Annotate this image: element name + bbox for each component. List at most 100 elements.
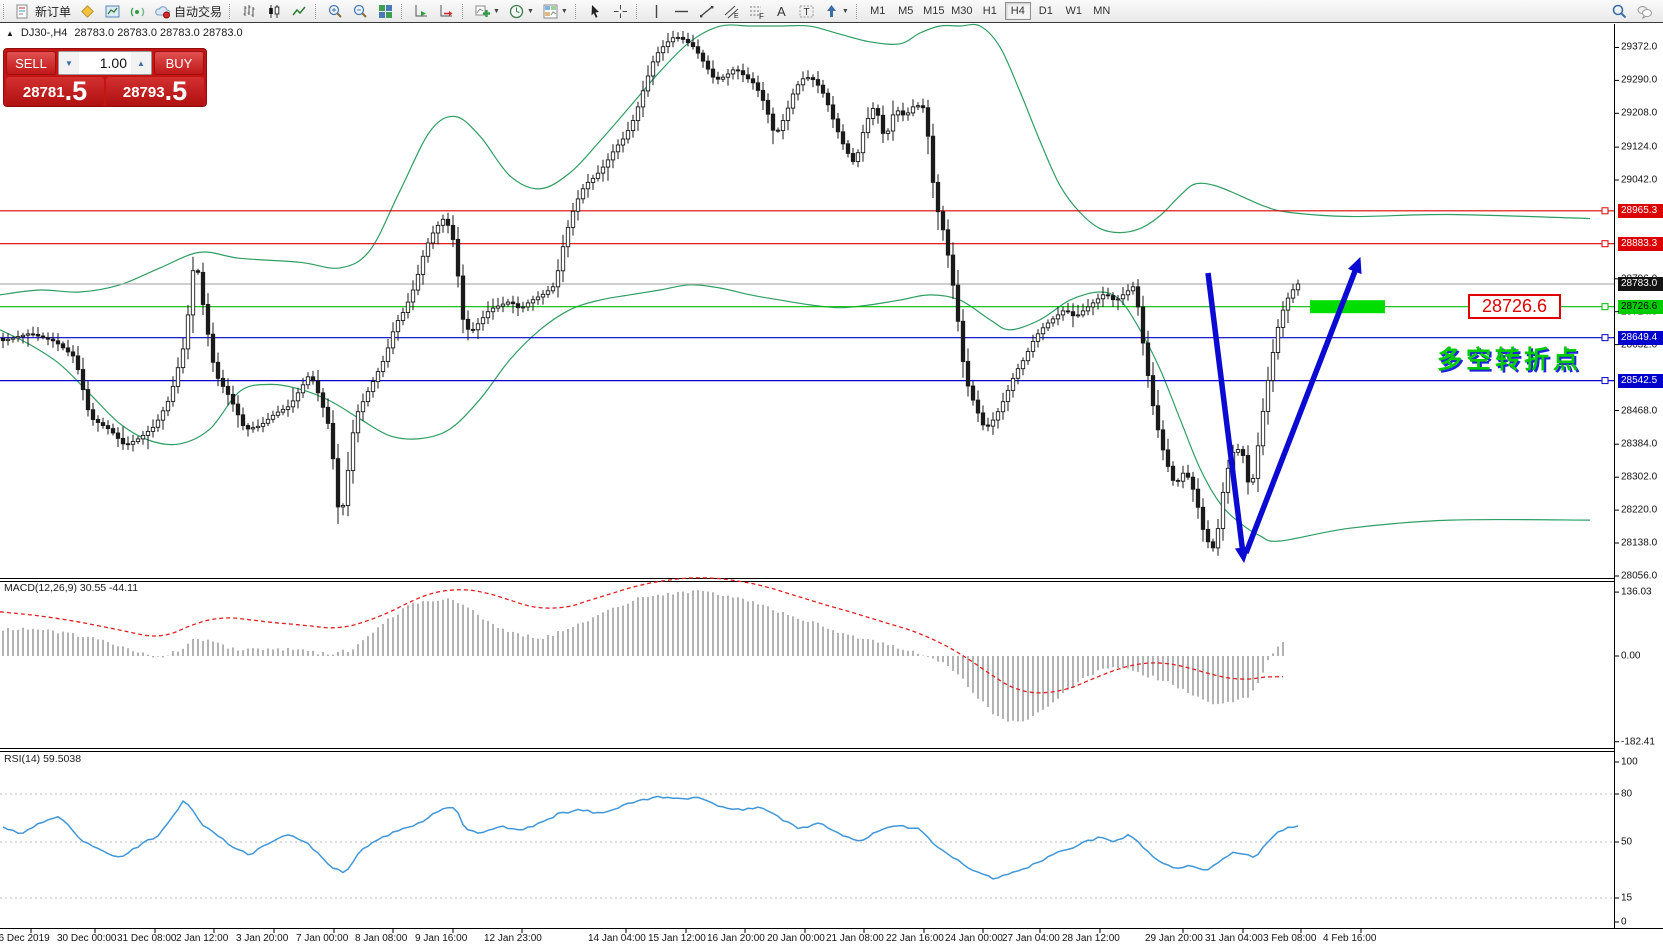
down-arrow-object[interactable] [1205,272,1250,564]
timeframe-h4[interactable]: H4 [1004,2,1031,20]
fibonacci-icon[interactable]: F [745,1,768,21]
volume-value[interactable]: 1.00 [79,52,131,74]
rsi-levels [0,793,1614,899]
price-tick-label: 28384.0 [1621,438,1658,450]
arrows-icon[interactable]: ▼ [820,1,852,21]
time-tick-label: 22 Jan 16:00 [886,933,944,944]
toolbar-group-3 [398,0,459,22]
time-tick-label: 15 Jan 12:00 [648,933,706,944]
timeframe-d1[interactable]: D1 [1038,5,1053,17]
time-tick-label: 27 Jan 04:00 [1002,933,1060,944]
rsi-scale-label: 0 [1621,916,1627,928]
text-label-icon[interactable]: T [795,1,818,21]
time-tick-label: 8 Jan 08:00 [355,933,408,944]
text-icon[interactable]: A [770,1,793,21]
time-tick-label: 30 Dec 00:00 [57,933,117,944]
time-tick-label: 4 Feb 16:00 [1323,933,1377,944]
price-level-chip: 28883.3 [1618,236,1663,251]
timeframe-m1[interactable]: M1 [870,5,886,17]
sell-price[interactable]: 28781.5 [6,77,104,106]
collapse-marker-icon[interactable]: ▲ [6,29,14,38]
svg-text:A: A [777,4,786,19]
search-icon[interactable] [1608,2,1631,22]
timeframe-group: M1 M5 M15 M30 H1 H4 D1 W1 MN [853,0,1116,22]
tile-windows-icon[interactable] [374,1,397,21]
macd-scale-label: -182.41 [1621,736,1655,748]
buy-price-frac: .5 [164,76,188,106]
zoom-out-icon[interactable] [349,1,372,21]
macd-label: MACD(12,26,9) 30.55 -44.11 [4,582,139,594]
turning-point-annotation[interactable]: 多空转折点 [1437,346,1583,374]
mql-market-icon[interactable] [76,1,99,21]
toolbar-group-5 [572,0,633,22]
templates-icon[interactable]: ▼ [539,1,571,21]
macd-scale-label: 136.03 [1621,586,1652,598]
vertical-line-icon[interactable] [645,1,668,21]
price-ticks [1614,47,1619,923]
rsi-line [2,795,1299,880]
bollinger-bands [0,23,1591,542]
buy-price[interactable]: 28793.5 [106,77,204,106]
volume-up-button[interactable]: ▲ [131,52,151,74]
toolbar-group-0: 新订单 自动交易 [0,0,226,22]
time-tick-label: 7 Jan 00:00 [296,933,349,944]
cursor-icon[interactable] [584,1,607,21]
horizontal-line-icon[interactable] [670,1,693,21]
toolbar-group-6: E F A T ▼ [633,0,853,22]
price-tick-label: 28138.0 [1621,537,1658,549]
periods-icon[interactable]: ▼ [505,1,537,21]
timeframe-m15[interactable]: M15 [923,5,945,17]
chart-header: ▲ DJ30-,H4 28783.0 28783.0 28783.0 28783… [6,27,243,40]
candlestick-chart-icon[interactable] [263,1,286,21]
zoom-in-icon[interactable] [324,1,347,21]
equidistant-channel-icon[interactable]: E [720,1,743,21]
price-tick-label: 28302.0 [1621,471,1658,483]
price-tick-label: 29290.0 [1621,74,1658,86]
price-level-chip: 28965.3 [1618,203,1663,218]
time-tick-label: 3 Jan 20:00 [236,933,289,944]
highlight-bar-object[interactable] [1310,300,1385,314]
buy-price-main: 28793 [122,84,165,101]
trendline-icon[interactable] [695,1,718,21]
timeframe-w1[interactable]: W1 [1065,5,1083,17]
time-tick-label: 12 Jan 23:00 [484,933,542,944]
time-ticks [30,928,1362,933]
timeframe-m30[interactable]: M30 [951,5,973,17]
macd-scale-label: 0.00 [1621,650,1641,662]
sell-price-main: 28781 [22,84,65,101]
crosshair-icon[interactable] [609,1,632,21]
time-tick-label: 26 Dec 2019 [0,933,50,944]
timeframe-m5[interactable]: M5 [898,5,914,17]
price-tag-object[interactable]: 28726.6 [1468,294,1561,319]
volume-down-button[interactable]: ▼ [59,52,79,74]
price-tick-label: 28468.0 [1621,405,1658,416]
rsi-scale-label: 50 [1621,836,1633,848]
horizontal-level-lines [0,207,1614,385]
timeframe-h1[interactable]: H1 [982,5,997,17]
up-arrow-object[interactable] [1243,256,1362,554]
time-tick-label: 31 Dec 08:00 [117,933,177,944]
rsi-scale-label: 80 [1621,788,1633,800]
signals-icon[interactable] [126,1,149,21]
auto-scroll-icon[interactable] [410,1,433,21]
new-order-button[interactable]: 新订单 [12,1,74,21]
toolbar-right-icons [1607,0,1657,23]
price-tick-label: 28632.0 [1621,339,1658,351]
autotrading-button[interactable]: 自动交易 [151,1,225,21]
symbol-period-label: DJ30-,H4 [20,27,68,39]
charts-window-icon[interactable] [101,1,124,21]
svg-text:F: F [759,12,764,20]
sell-button[interactable]: SELL [6,51,56,75]
price-level-chip: 28649.4 [1618,330,1663,345]
buy-button[interactable]: BUY [154,51,204,75]
panel-separators [0,24,1663,929]
new-chart-icon[interactable]: ▼ [471,1,503,21]
timeframe-mn[interactable]: MN [1093,5,1111,17]
chart-shift-icon[interactable] [435,1,458,21]
price-tick-label: 28220.0 [1621,504,1658,516]
line-chart-icon[interactable] [288,1,311,21]
bar-chart-icon[interactable] [238,1,261,21]
chat-icon[interactable] [1633,2,1656,22]
main-toolbar: 新订单 自动交易 ▼ ▼ ▼ E F A T ▼ M1 M5 M15 M30 H1 H4 D1 W1 MN [0,0,1663,23]
